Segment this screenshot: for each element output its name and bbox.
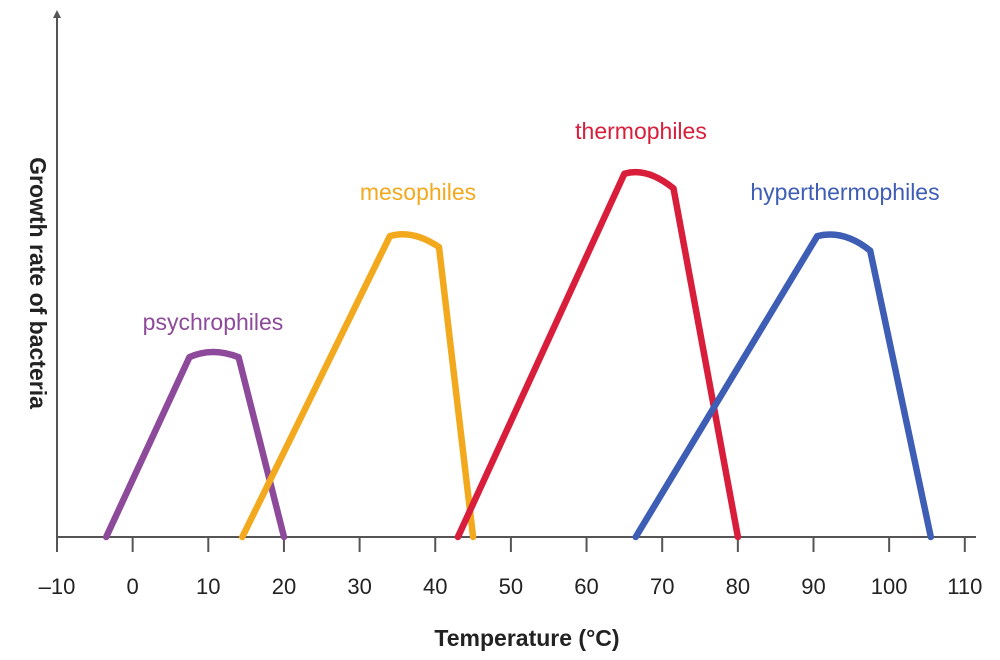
x-tick-label: 40: [423, 574, 447, 599]
series-curves: [102, 168, 935, 541]
x-tick-label: 100: [871, 574, 908, 599]
series-labels: psychrophiles mesophiles thermophiles hyper…: [143, 118, 940, 335]
x-tick-label: 90: [801, 574, 825, 599]
x-tick-label: 0: [127, 574, 139, 599]
x-tick-label: 60: [574, 574, 598, 599]
x-tick-label: 20: [272, 574, 296, 599]
x-tick-label: 10: [196, 574, 220, 599]
x-tick-label: 70: [650, 574, 674, 599]
x-ticks: –10 0 10 20 30 40 50 60 70 80 90 100 110: [39, 537, 982, 599]
series-line-mesophiles: [239, 231, 477, 541]
x-tick-label: 80: [726, 574, 750, 599]
x-tick-label: 110: [947, 574, 982, 599]
series-label-mesophiles: mesophiles: [360, 179, 476, 205]
x-tick-label: 30: [347, 574, 371, 599]
series-line-thermophiles: [454, 168, 742, 541]
x-tick-label: –10: [39, 574, 76, 599]
series-label-psychrophiles: psychrophiles: [143, 309, 284, 335]
x-tick-label: 50: [499, 574, 523, 599]
axes: [53, 10, 976, 538]
y-axis-title: Growth rate of bacteria: [25, 157, 51, 409]
series-line-psychrophiles: [102, 348, 288, 541]
x-axis-title: Temperature (°C): [434, 625, 619, 651]
series-label-thermophiles: thermophiles: [575, 118, 707, 144]
series-line-hyperthermophiles: [632, 231, 935, 541]
series-label-hyperthermophiles: hyperthermophiles: [750, 179, 939, 205]
